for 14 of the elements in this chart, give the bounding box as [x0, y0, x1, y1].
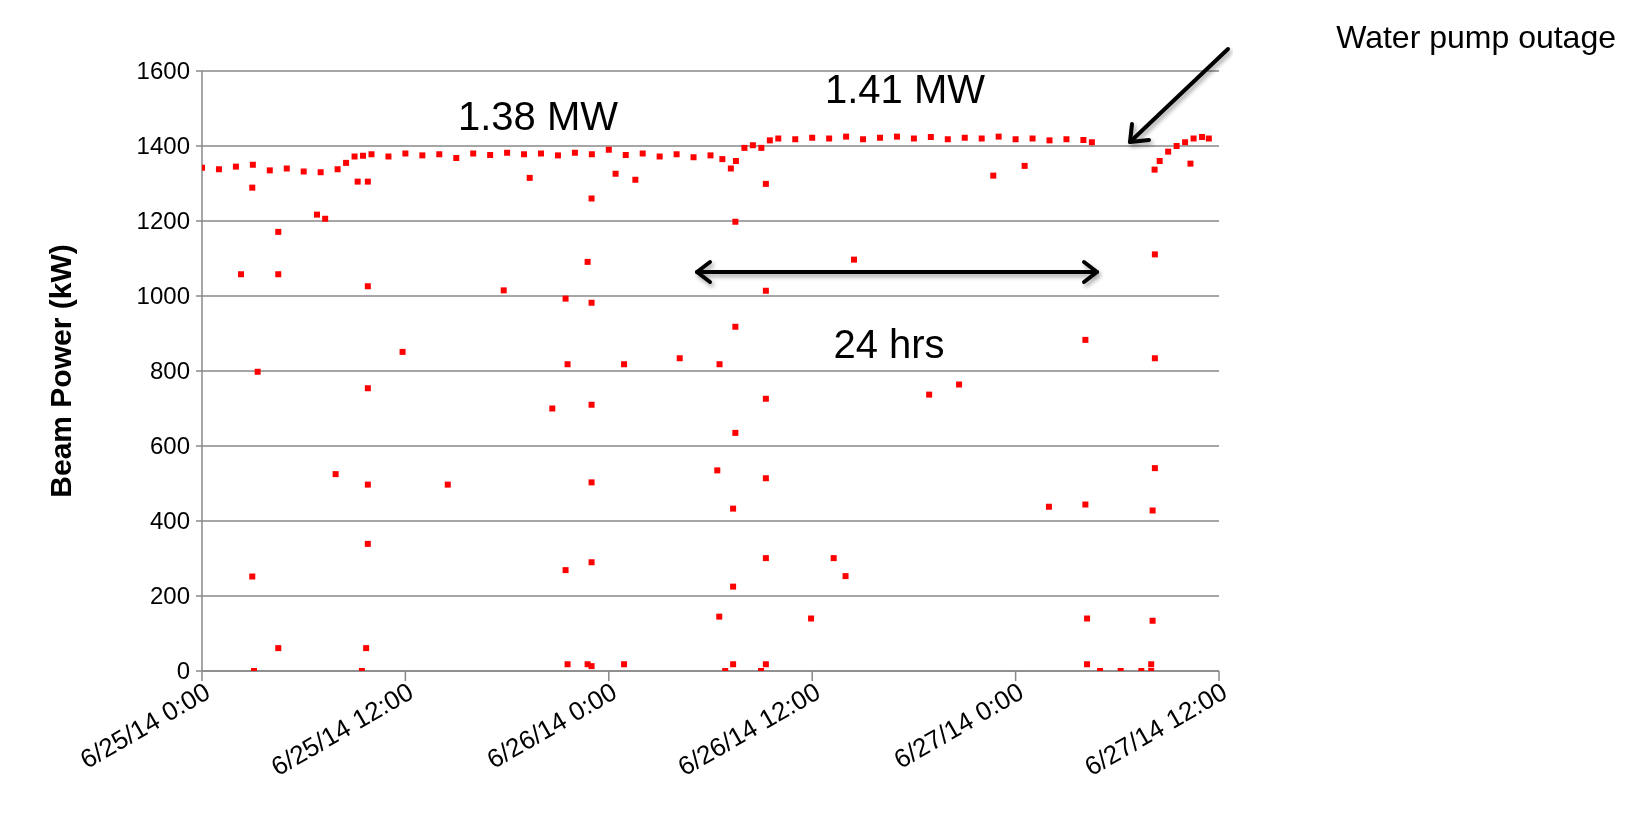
y-tick-label: 1200 — [136, 207, 190, 235]
y-tick-label: 0 — [176, 657, 190, 685]
annotation: 24 hrs — [833, 322, 945, 366]
y-tick-label: 1000 — [136, 282, 190, 310]
text: Water pump outage — [1336, 19, 1616, 55]
y-tick-label: 800 — [149, 357, 190, 385]
y-tick-label: 1600 — [136, 57, 190, 85]
annotation: 1.38 MW — [457, 94, 619, 138]
y-tick-label: 400 — [149, 507, 190, 535]
y-tick-label: 1400 — [136, 132, 190, 160]
y-tick-label: 600 — [149, 432, 190, 460]
annotation: 1.41 MW — [824, 67, 986, 111]
y-tick-label: 200 — [149, 582, 190, 610]
y-axis-title: Beam Power (kW) — [43, 244, 77, 498]
